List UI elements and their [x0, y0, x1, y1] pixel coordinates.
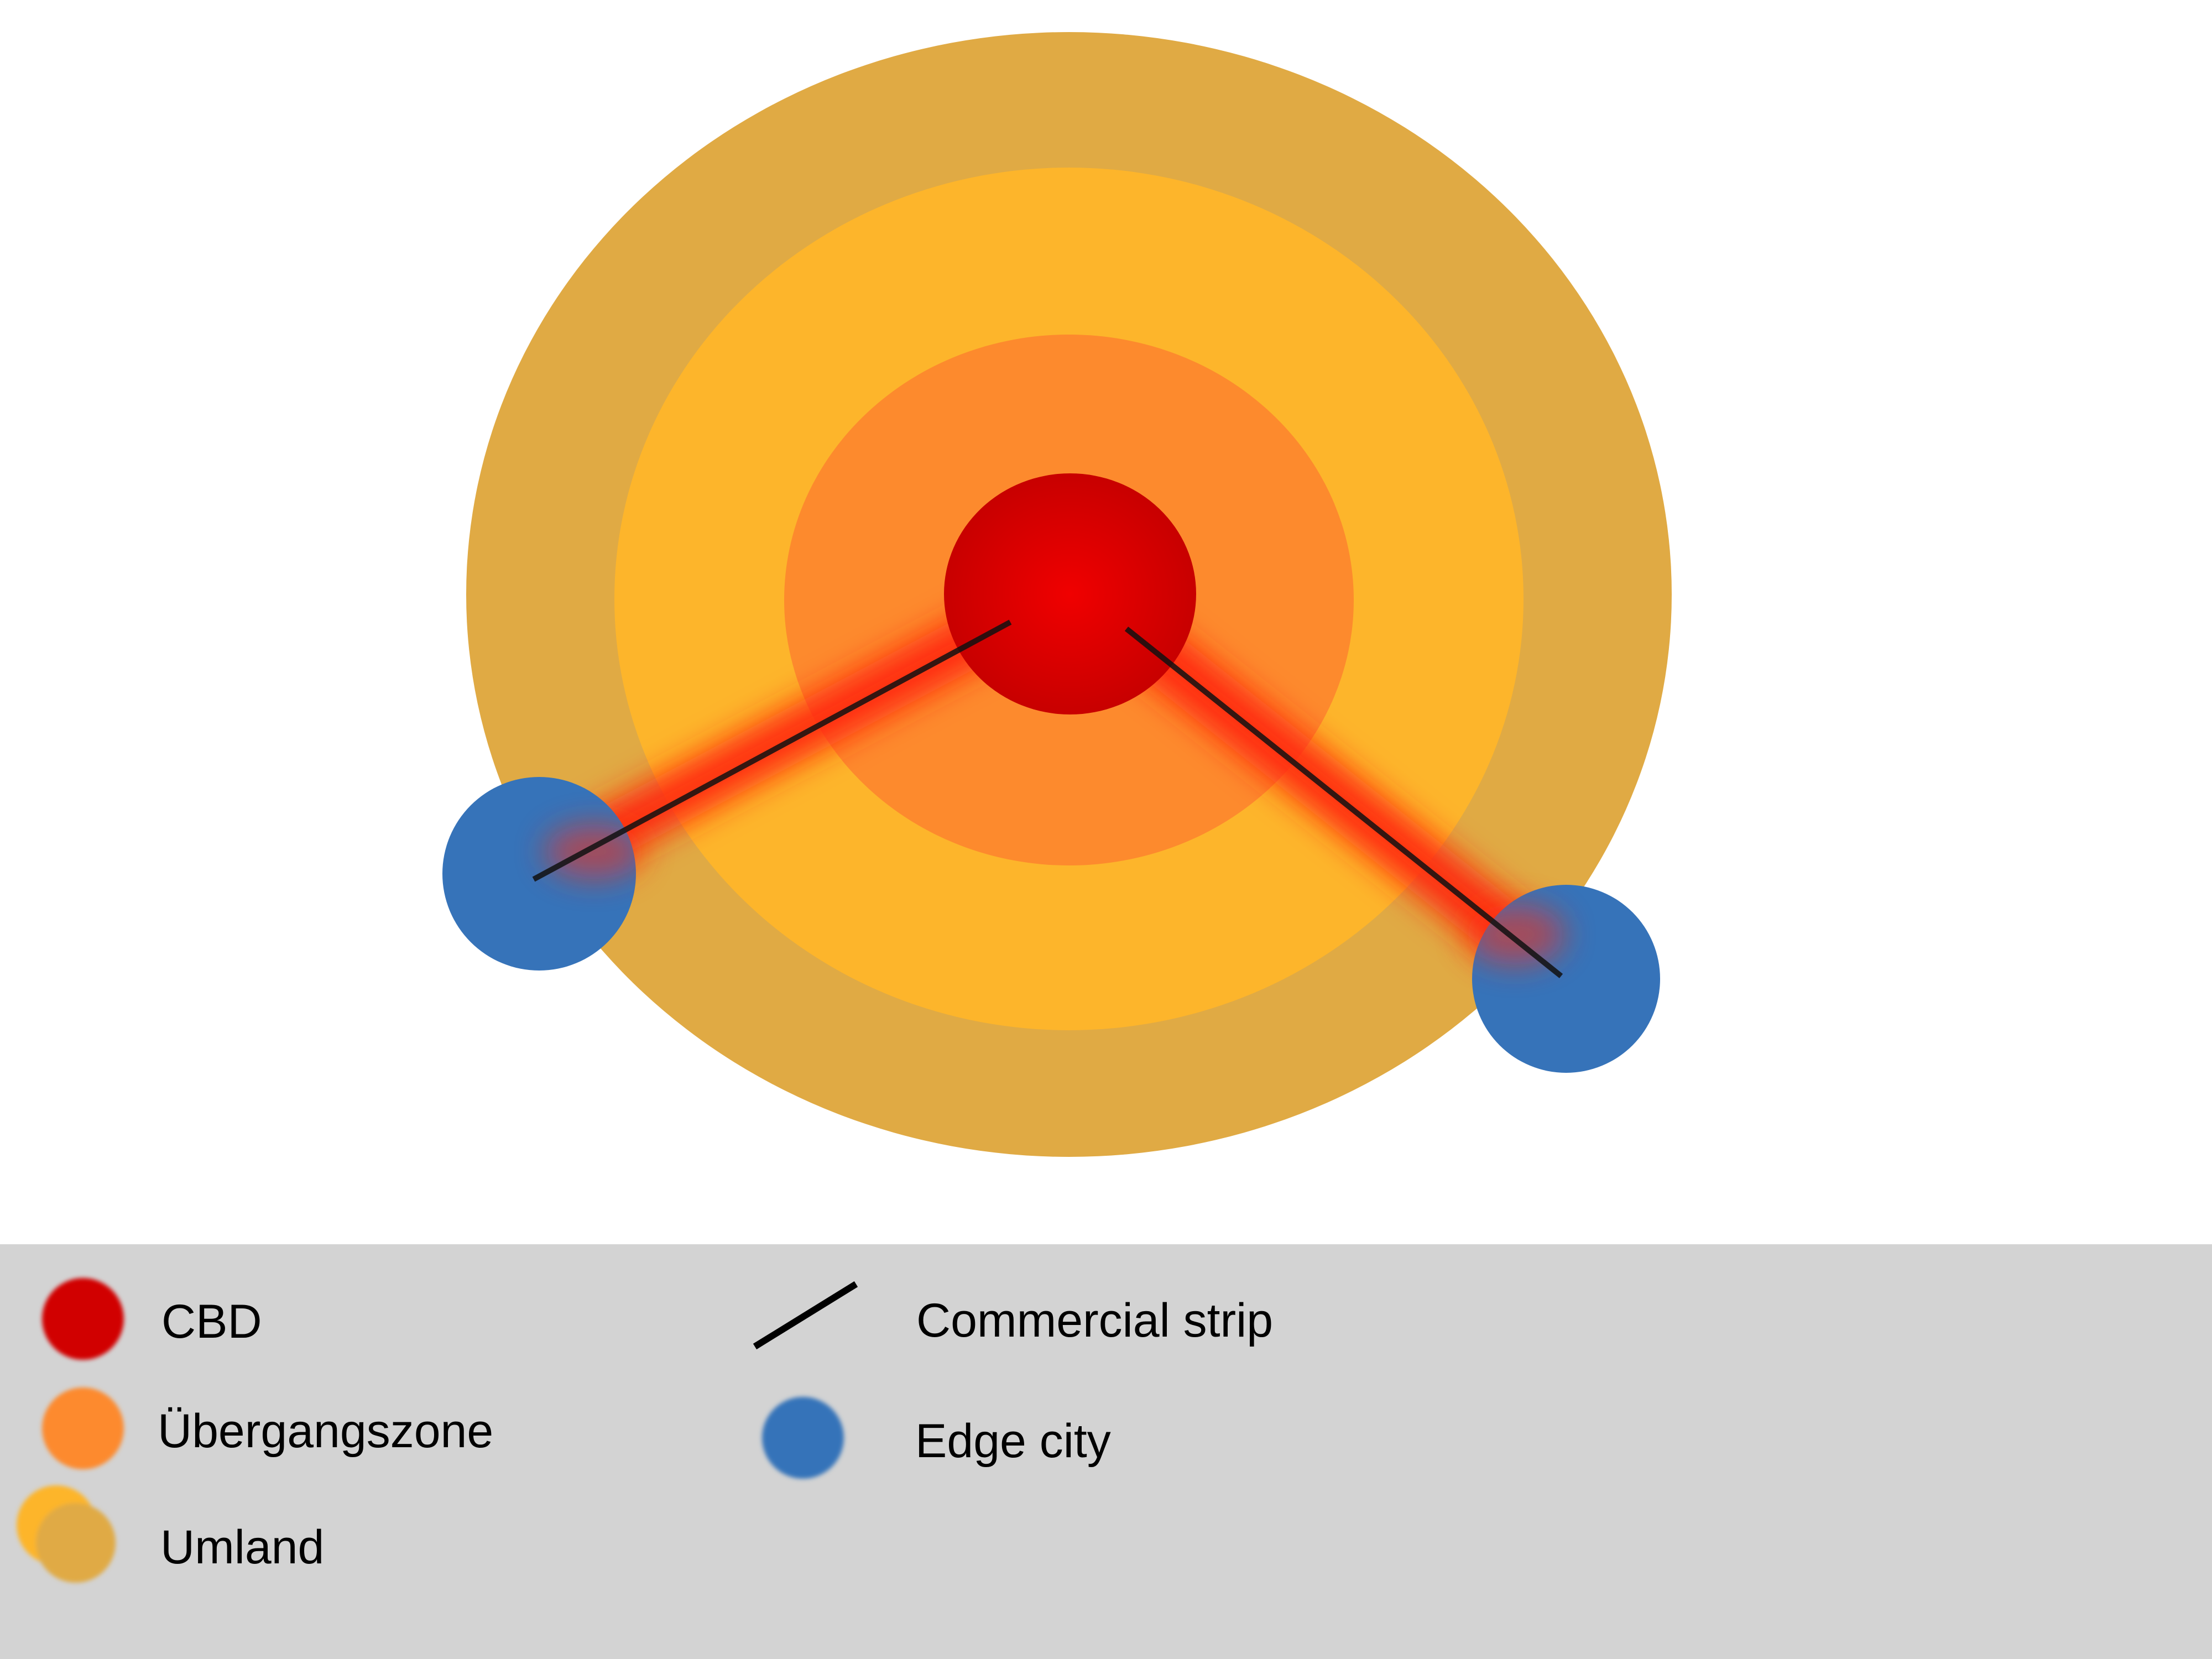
uebergangszone-legend-icon — [42, 1387, 124, 1469]
commercial-strip-left — [532, 619, 1012, 882]
cbd-legend-icon — [42, 1278, 124, 1360]
legend-label-umland: Umland — [160, 1521, 325, 1574]
commercial-strip-legend-icon — [753, 1281, 858, 1350]
legend-label-uebergangszone: Übergangszone — [158, 1405, 494, 1458]
umland-legend-icon — [17, 1485, 116, 1583]
legend-label-edge-city: Edge city — [915, 1415, 1111, 1468]
legend-label-commercial-strip: Commercial strip — [916, 1294, 1274, 1347]
legend-panel — [0, 1244, 2212, 1659]
cbd-core — [944, 473, 1196, 714]
edge-city-glow-overlay — [545, 824, 1565, 965]
commercial-strip-right — [1124, 627, 1563, 978]
legend-label-cbd: CBD — [161, 1295, 262, 1348]
edge-city-legend-icon — [762, 1397, 844, 1479]
